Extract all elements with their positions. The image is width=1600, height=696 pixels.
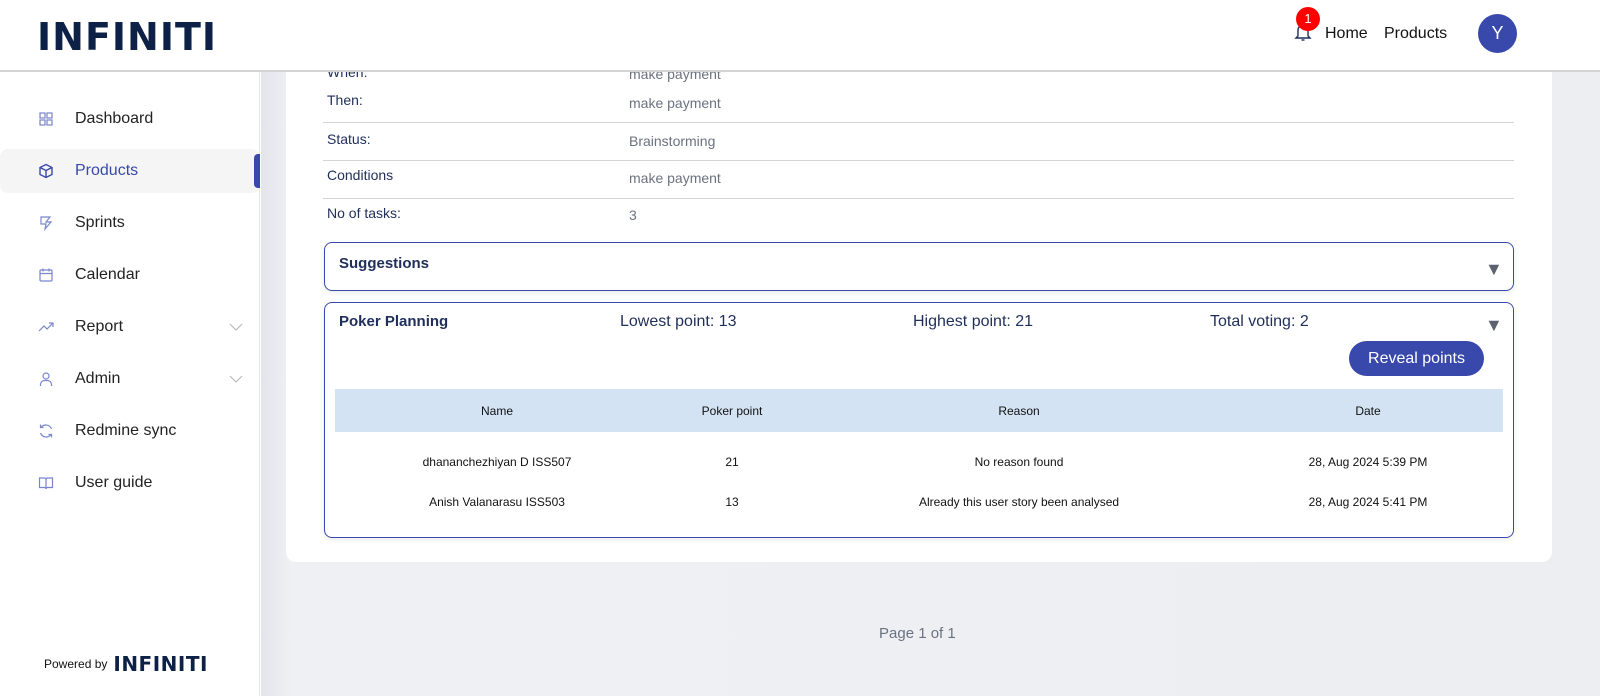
column-header-name: Name xyxy=(480,404,514,418)
column-header-poker-point: Poker point xyxy=(701,404,763,418)
cell-reason: Already this user story been analysed xyxy=(918,495,1120,509)
sidebar-item-label: Report xyxy=(75,318,124,335)
detail-value: 3 xyxy=(629,207,637,223)
sidebar-item-label: Admin xyxy=(75,370,121,387)
powered-by-text: Powered by xyxy=(44,657,108,671)
chevron-down-icon[interactable] xyxy=(229,323,243,331)
sidebar-item-label: User guide xyxy=(75,474,153,491)
sidebar-item-label: Dashboard xyxy=(75,110,154,127)
cell-date: 28, Aug 2024 5:41 PM xyxy=(1308,495,1428,509)
sprint-icon xyxy=(40,216,53,231)
chevron-down-icon[interactable] xyxy=(229,375,243,383)
expand-triangle-icon[interactable]: ▼ xyxy=(1485,315,1503,335)
active-indicator xyxy=(254,154,260,188)
sync-icon xyxy=(39,424,53,438)
sidebar-item-label: Redmine sync xyxy=(75,422,177,439)
cell-poker-point: 21 xyxy=(725,455,739,469)
poker-planning-panel: Poker Planning Lowest point: 13 Highest … xyxy=(324,302,1514,538)
top-header: INFINITI 1 Home Products Y xyxy=(0,0,1600,72)
expand-triangle-icon[interactable]: ▼ xyxy=(1485,259,1503,279)
suggestions-title: Suggestions xyxy=(339,255,430,272)
pagination-text: Page 1 of 1 xyxy=(879,625,956,642)
column-header-reason: Reason xyxy=(998,404,1040,418)
calendar-icon xyxy=(39,268,53,282)
infiniti-logo[interactable]: INFINITI xyxy=(37,15,218,59)
detail-value: make payment xyxy=(629,170,721,186)
nav-products[interactable]: Products xyxy=(1384,25,1448,42)
detail-label: Conditions xyxy=(327,167,394,183)
user-icon xyxy=(39,372,53,386)
total-voting: Total voting: 2 xyxy=(1210,313,1309,330)
sidebar-item-admin[interactable]: Admin xyxy=(0,357,260,401)
sidebar-item-calendar[interactable]: Calendar xyxy=(0,253,260,297)
cell-name: Anish Valanarasu ISS503 xyxy=(429,495,565,509)
divider xyxy=(323,198,1514,199)
trending-icon xyxy=(38,322,54,332)
sidebar-item-label: Sprints xyxy=(75,214,125,231)
column-header-date: Date xyxy=(1355,404,1381,418)
poker-title: Poker Planning xyxy=(339,313,449,330)
cell-reason: No reason found xyxy=(974,455,1064,469)
infiniti-logo-small: INFINITI xyxy=(113,652,208,676)
detail-label: Then: xyxy=(327,92,363,108)
cell-date: 28, Aug 2024 5:39 PM xyxy=(1308,455,1428,469)
sidebar-item-report[interactable]: Report xyxy=(0,305,260,349)
notification-badge[interactable]: 1 xyxy=(1296,7,1320,31)
divider xyxy=(323,122,1514,123)
sidebar-item-label: Calendar xyxy=(75,266,140,283)
book-icon xyxy=(38,477,54,490)
cell-poker-point: 13 xyxy=(725,495,739,509)
grid-icon xyxy=(39,112,53,126)
sidebar-item-redmine-sync[interactable]: Redmine sync xyxy=(0,409,260,453)
divider xyxy=(323,160,1514,161)
detail-value: make payment xyxy=(629,95,721,111)
sidebar: Dashboard Products Sprints Calendar Repo… xyxy=(0,72,260,696)
sidebar-item-user-guide[interactable]: User guide xyxy=(0,461,260,505)
sidebar-item-dashboard[interactable]: Dashboard xyxy=(0,97,260,141)
detail-value: Brainstorming xyxy=(629,133,716,149)
highest-point: Highest point: 21 xyxy=(913,313,1034,330)
suggestions-accordion[interactable]: Suggestions ▼ xyxy=(324,242,1514,291)
nav-home[interactable]: Home xyxy=(1325,25,1368,42)
detail-label: No of tasks: xyxy=(327,205,401,221)
table-header: Name Poker point Reason Date xyxy=(335,389,1503,432)
powered-by: Powered by INFINITI xyxy=(44,652,208,676)
sidebar-item-sprints[interactable]: Sprints xyxy=(0,201,260,245)
detail-label: Status: xyxy=(327,131,371,147)
sidebar-item-products[interactable]: Products xyxy=(0,149,260,193)
cell-name: dhananchezhiyan D ISS507 xyxy=(422,455,572,469)
box-icon xyxy=(39,163,53,179)
avatar[interactable]: Y xyxy=(1478,14,1517,53)
reveal-points-button[interactable]: Reveal points xyxy=(1349,341,1484,376)
sidebar-item-label: Products xyxy=(75,162,139,179)
lowest-point: Lowest point: 13 xyxy=(620,313,737,330)
